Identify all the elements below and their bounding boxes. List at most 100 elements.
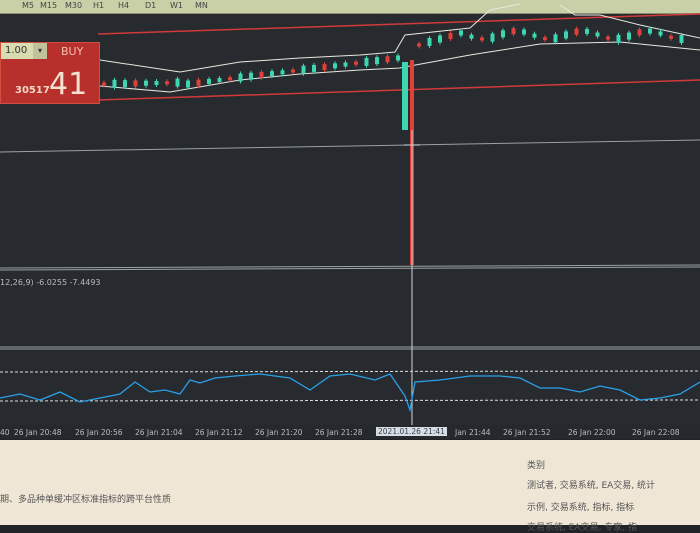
candle	[228, 77, 232, 81]
candle	[606, 36, 610, 40]
tf-m5[interactable]: M5	[22, 1, 34, 10]
candle	[102, 82, 106, 86]
tf-m30[interactable]: M30	[65, 1, 83, 10]
time-label: 26 Jan 22:00	[568, 428, 616, 437]
candle	[165, 81, 169, 85]
candle	[196, 79, 201, 86]
macd-indicator-label: 12,26,9) -6.0255 -7.4493	[0, 278, 101, 287]
price-chart[interactable]	[0, 14, 700, 426]
time-label: 26 Jan 20:56	[75, 428, 123, 437]
support-line	[97, 79, 700, 101]
level-line	[0, 370, 700, 373]
chart-canvas	[0, 3, 700, 425]
candle	[291, 69, 295, 73]
candle	[186, 80, 190, 88]
crosshair-time-label: 2021.01.26 21:41	[376, 427, 447, 436]
upper-band	[559, 4, 700, 39]
candle	[522, 29, 526, 35]
time-label: 40	[0, 428, 10, 437]
candle	[511, 28, 516, 35]
candle	[333, 63, 337, 69]
candle	[207, 78, 211, 84]
resistance-line	[97, 13, 700, 35]
tf-m15[interactable]: M15	[40, 1, 58, 10]
candle	[543, 37, 547, 41]
candle	[144, 80, 148, 86]
candle	[354, 61, 358, 65]
candle	[427, 38, 432, 46]
buy-button[interactable]: BUY	[61, 45, 84, 58]
candle	[501, 30, 505, 38]
candle	[417, 43, 421, 47]
lot-dropdown-button[interactable]: ▾	[33, 43, 47, 59]
lot-size-input[interactable]: 1.00	[1, 43, 35, 59]
spike-candle	[402, 62, 408, 130]
candle	[553, 34, 558, 43]
category-row[interactable]: 交易系统, EA交易, 专家, 指	[527, 523, 638, 533]
candle	[658, 31, 663, 36]
candle	[648, 28, 652, 34]
time-label: 26 Jan 21:04	[135, 428, 183, 437]
candle	[585, 28, 589, 34]
candle	[301, 65, 306, 74]
one-click-trade-panel: 1.00 ▾ BUY 30517 41	[0, 42, 100, 104]
candle	[564, 31, 568, 39]
candle	[343, 62, 348, 67]
candle	[532, 33, 537, 38]
time-label: 26 Jan 21:28	[315, 428, 363, 437]
candle	[627, 32, 631, 40]
tf-mn[interactable]: MN	[195, 1, 208, 10]
oscillator-line	[0, 373, 700, 413]
buy-price-prefix: 30517	[15, 85, 50, 96]
candle	[385, 56, 390, 63]
candle	[669, 35, 673, 39]
candle	[217, 78, 222, 83]
description-text: 期、多品种单缓冲区标准指标的跨平台性质	[0, 495, 172, 505]
candle	[396, 55, 400, 61]
buy-price-big: 41	[49, 67, 88, 102]
tf-h4[interactable]: H4	[118, 1, 130, 10]
tf-h1[interactable]: H1	[93, 1, 105, 10]
pane-separator	[0, 139, 700, 153]
candle	[595, 32, 600, 37]
candle	[490, 33, 495, 42]
candle	[448, 33, 453, 39]
tf-d1[interactable]: D1	[145, 1, 157, 10]
candle	[249, 72, 253, 80]
candle	[312, 64, 316, 72]
pane-separator	[0, 266, 700, 271]
timeframe-toolbar: M5 M15 M30 H1 H4 D1 W1 MN	[0, 0, 700, 14]
candle	[322, 64, 327, 71]
time-label: Jan 21:44	[455, 428, 491, 437]
candle	[364, 57, 369, 66]
candle	[133, 80, 138, 87]
candle	[574, 28, 579, 35]
time-label: 26 Jan 22:08	[632, 428, 680, 437]
candle	[469, 34, 474, 39]
candle	[154, 81, 159, 85]
time-label: 26 Jan 21:52	[503, 428, 551, 437]
candle	[238, 73, 243, 82]
pane-separator	[0, 264, 700, 269]
time-label: 26 Jan 21:12	[195, 428, 243, 437]
candle	[175, 78, 180, 87]
candle	[480, 37, 484, 41]
candle	[616, 34, 621, 43]
candle	[637, 29, 642, 36]
candle	[259, 71, 264, 78]
candle	[280, 70, 285, 75]
upper-band	[99, 3, 521, 73]
tf-w1[interactable]: W1	[170, 1, 183, 10]
level-line	[0, 399, 700, 402]
candle	[270, 71, 274, 77]
candle	[438, 35, 442, 43]
candle	[679, 34, 684, 43]
candle	[112, 79, 117, 88]
candle	[459, 30, 463, 36]
candle	[123, 80, 127, 88]
category-row[interactable]: 测试者, 交易系统, EA交易, 统计	[527, 481, 656, 491]
time-label: 26 Jan 20:48	[14, 428, 62, 437]
category-row[interactable]: 示例, 交易系统, 指标, 指标	[527, 503, 635, 513]
description-panel: 期、多品种单缓冲区标准指标的跨平台性质 类别 测试者, 交易系统, EA交易, …	[0, 440, 700, 533]
category-title: 类别	[527, 461, 546, 471]
